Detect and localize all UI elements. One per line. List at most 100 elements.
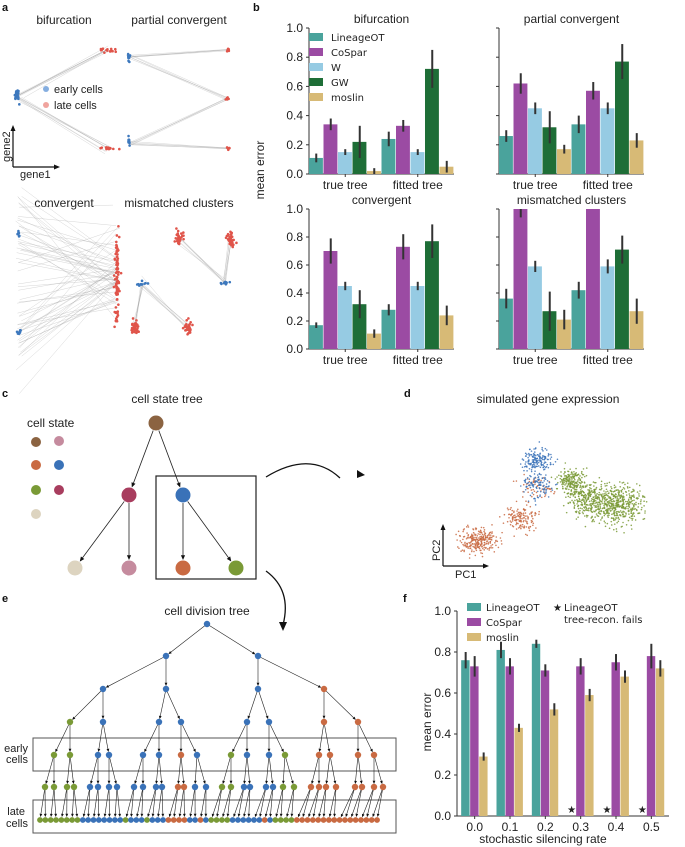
tree-edge — [329, 789, 336, 816]
bar-gw — [425, 241, 439, 349]
tree-edge — [286, 789, 294, 816]
cell-blue — [522, 459, 525, 461]
cell-green — [563, 473, 565, 475]
cell-blue — [539, 495, 541, 498]
cell-blue — [545, 489, 548, 491]
cell-green — [588, 490, 591, 493]
cell-green — [617, 498, 620, 500]
cell-orange — [461, 549, 464, 551]
late-cell — [117, 235, 121, 239]
cell-green — [600, 493, 602, 496]
transport-edge — [141, 284, 189, 329]
cell-green — [563, 467, 566, 470]
cell-orange — [481, 545, 483, 548]
early-cell — [146, 282, 150, 285]
cell-green — [603, 514, 606, 517]
late-cell — [175, 239, 179, 243]
division-node — [290, 783, 298, 791]
cell-orange — [474, 554, 477, 557]
cell-green — [588, 507, 590, 509]
panel-label-d: d — [404, 388, 411, 400]
cell-green — [571, 492, 573, 495]
early-cell — [17, 231, 20, 234]
leaf-cell — [320, 817, 327, 823]
bar-w — [600, 108, 615, 174]
arrowhead-icon — [269, 813, 272, 818]
cell-blue — [523, 469, 525, 472]
arrowhead-icon — [105, 684, 110, 688]
cell-blue — [533, 461, 535, 464]
cell-state-legend-title: cell state — [27, 416, 75, 430]
cell-green — [579, 484, 582, 487]
cell-orange — [507, 508, 510, 511]
cell-green — [582, 468, 585, 470]
cell-orange — [488, 549, 490, 551]
arrowhead-icon — [96, 780, 100, 784]
division-node — [279, 783, 287, 791]
transport-edge — [19, 275, 119, 300]
cell-green — [579, 486, 581, 489]
cell-orange — [488, 532, 491, 535]
cell-blue — [529, 474, 531, 477]
cell-orange — [550, 490, 552, 493]
cell-blue — [544, 461, 546, 463]
arrowhead-icon — [279, 813, 283, 818]
cell-green — [616, 521, 618, 524]
cell-green — [594, 492, 596, 495]
tree-edge — [308, 789, 319, 816]
bar-w — [528, 108, 542, 174]
cell-green — [622, 486, 625, 489]
cell-green — [599, 505, 602, 508]
y-tick-label: 0.0 — [434, 809, 451, 823]
cell-green — [598, 497, 601, 499]
x-tick-label: 0.5 — [643, 820, 660, 834]
transport-edge — [131, 55, 227, 100]
cell-green — [626, 505, 628, 508]
cell-orange — [483, 543, 486, 546]
late-cell — [191, 323, 194, 327]
cell-green — [618, 505, 621, 508]
legend-swatch-cospar — [309, 48, 323, 56]
transport-edge — [18, 269, 116, 333]
cell-green — [585, 506, 587, 509]
arrowhead-icon — [168, 813, 172, 818]
cell-orange — [528, 529, 531, 532]
cell-orange — [530, 519, 533, 522]
cell-green — [572, 493, 575, 496]
cell-orange — [498, 516, 501, 518]
cell-blue — [526, 470, 528, 472]
cell-green — [632, 495, 635, 498]
cell-green — [615, 510, 618, 513]
cell-green — [614, 518, 617, 521]
tree-edge — [270, 724, 284, 751]
cell-green — [622, 506, 625, 508]
transport-edge — [19, 101, 111, 148]
arrowhead-icon — [264, 813, 268, 818]
cell-green — [618, 489, 620, 492]
cell-green — [613, 523, 616, 525]
arrowhead-icon — [327, 748, 331, 753]
cell-green — [579, 479, 582, 482]
arrowhead-icon — [267, 748, 271, 752]
transport-edge — [21, 270, 119, 322]
division-node — [139, 751, 147, 759]
cell-green — [561, 479, 563, 481]
cell-blue — [541, 446, 544, 449]
cell-blue — [519, 463, 522, 465]
cell-orange — [495, 536, 498, 538]
division-node — [63, 783, 71, 791]
cell-green — [559, 477, 562, 480]
axis-label-gene1: gene1 — [20, 169, 51, 181]
cell-orange — [517, 522, 519, 525]
division-node — [243, 718, 251, 726]
cell-green — [578, 497, 581, 500]
cell-green — [639, 503, 642, 505]
cell-orange — [474, 536, 476, 539]
arrowhead-icon — [71, 780, 75, 785]
cell-blue — [546, 463, 549, 466]
tree-edge — [341, 789, 355, 816]
cell-orange — [511, 525, 514, 527]
y-tick-label: 0.2 — [286, 314, 303, 328]
cell-green — [607, 512, 609, 515]
bar-lineageot — [461, 660, 470, 816]
